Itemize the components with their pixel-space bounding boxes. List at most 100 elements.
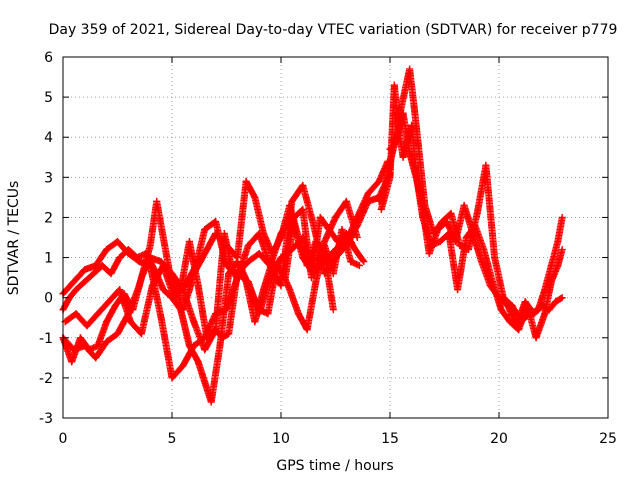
data-point-marker <box>273 262 281 270</box>
data-point-marker <box>375 177 383 185</box>
data-point-marker <box>116 254 124 262</box>
data-point-marker <box>281 274 289 282</box>
data-point-marker <box>129 306 137 314</box>
y-tick-label: 6 <box>44 50 53 66</box>
data-point-marker <box>332 213 339 221</box>
data-point-marker <box>351 246 359 254</box>
data-point-marker <box>92 262 100 270</box>
data-point-marker <box>194 358 202 366</box>
data-point-marker <box>70 278 78 286</box>
data-point-marker <box>443 217 451 225</box>
data-point-marker <box>124 250 132 258</box>
data-point-marker <box>355 262 363 270</box>
data-point-marker <box>229 270 237 278</box>
data-point-marker <box>157 314 165 322</box>
x-tick-label: 5 <box>168 431 177 447</box>
data-point-marker <box>148 282 156 290</box>
data-point-marker <box>558 246 566 254</box>
axis-ticks: 0 5 10 15 20 25 -3 -2 -1 0 1 2 3 4 5 6 <box>39 50 617 447</box>
data-point-marker <box>321 258 329 266</box>
data-point-marker <box>393 137 401 145</box>
data-point-marker <box>342 197 350 205</box>
data-point-marker <box>308 274 316 282</box>
data-point-marker <box>168 374 176 382</box>
data-point-marker <box>203 246 211 254</box>
data-point-marker <box>558 294 566 302</box>
data-point-marker <box>399 109 407 117</box>
data-point-marker <box>480 246 488 254</box>
y-tick-label: 2 <box>44 210 53 226</box>
data-point-marker <box>220 229 228 237</box>
data-point-marker <box>266 262 274 270</box>
data-point-marker <box>478 258 486 266</box>
data-point-marker <box>111 302 119 310</box>
data-point-marker <box>179 362 187 370</box>
data-point-marker <box>406 65 414 73</box>
data-point-marker <box>299 254 307 262</box>
data-point-marker <box>299 205 307 213</box>
data-point-marker <box>406 149 414 157</box>
data-point-marker <box>94 342 102 350</box>
series-arc-6 <box>177 205 368 342</box>
y-tick-label: 1 <box>44 251 53 267</box>
data-point-marker <box>277 229 285 237</box>
data-point-marker <box>386 173 394 181</box>
plot-frame <box>62 56 609 419</box>
data-series-group <box>59 65 566 406</box>
data-point-marker <box>251 193 259 201</box>
data-point-marker <box>401 85 409 93</box>
data-point-marker <box>146 262 154 270</box>
data-point-marker <box>539 302 547 310</box>
data-point-marker <box>329 306 337 314</box>
data-point-marker <box>244 242 252 250</box>
series-arc-8 <box>377 81 566 342</box>
data-point-marker <box>190 318 198 326</box>
data-point-marker <box>425 250 433 258</box>
series-marker-trail <box>375 65 566 326</box>
data-point-marker <box>185 286 193 294</box>
x-tick-label: 25 <box>599 431 617 447</box>
data-point-marker <box>81 266 89 274</box>
data-point-marker <box>103 318 111 326</box>
data-point-marker <box>554 238 562 246</box>
data-point-marker <box>251 318 259 326</box>
data-point-marker <box>377 205 385 213</box>
data-point-marker <box>201 378 209 386</box>
data-point-marker <box>107 270 115 278</box>
data-point-marker <box>225 330 233 338</box>
data-point-marker <box>473 209 481 217</box>
data-point-marker <box>72 286 80 294</box>
data-point-marker <box>325 225 333 233</box>
data-point-marker <box>436 238 444 246</box>
data-point-marker <box>246 286 254 294</box>
data-point-marker <box>127 318 135 326</box>
data-point-marker <box>168 270 176 278</box>
data-point-marker <box>72 310 80 318</box>
data-point-marker <box>159 286 167 294</box>
data-point-marker <box>207 398 215 406</box>
data-point-marker <box>277 254 285 262</box>
data-point-marker <box>364 189 372 197</box>
data-point-marker <box>135 258 143 266</box>
data-point-marker <box>486 282 494 290</box>
data-point-marker <box>142 250 150 258</box>
data-point-marker <box>386 145 394 153</box>
data-point-marker <box>347 258 355 266</box>
data-point-marker <box>521 298 529 306</box>
x-tick-label: 10 <box>272 431 290 447</box>
data-point-marker <box>103 338 111 346</box>
data-point-marker <box>157 258 165 266</box>
data-point-marker <box>399 153 407 161</box>
data-point-marker <box>299 181 307 189</box>
data-point-marker <box>216 342 224 350</box>
data-point-marker <box>353 234 361 241</box>
chart-title: Day 359 of 2021, Sidereal Day-to-day VTE… <box>49 22 618 38</box>
series-arc-9 <box>386 109 566 330</box>
data-point-marker <box>530 310 538 318</box>
data-point-marker <box>290 213 298 221</box>
data-point-marker <box>116 286 124 294</box>
y-tick-label: -3 <box>39 411 53 427</box>
data-point-marker <box>90 270 98 278</box>
data-point-marker <box>177 286 185 294</box>
data-point-marker <box>190 342 198 350</box>
